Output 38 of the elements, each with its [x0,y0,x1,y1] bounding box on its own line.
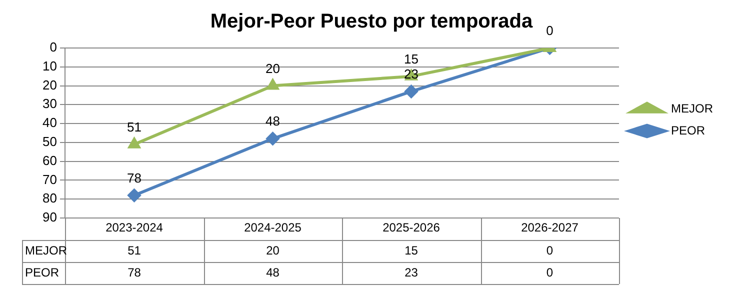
y-tick-label: 30 [42,96,57,112]
chart-title: Mejor-Peor Puesto por temporada [210,10,534,33]
annotation: 0 [546,23,554,38]
y-tick-label: 20 [42,77,57,92]
y-tick-label: 70 [42,172,57,187]
legend-label: MEJOR [671,101,714,116]
text: MEJOR [25,243,67,258]
y-tick-label: 80 [42,190,57,206]
data-label: 23 [404,265,418,280]
point [404,84,418,98]
annotation: 51 [127,119,142,134]
data-label: 0 [546,243,554,258]
y-tick-label: 0 [50,40,57,55]
data-label: 20 [266,243,280,258]
y-tick-label: 90 [42,210,57,225]
annotation: 48 [266,114,280,129]
point [128,188,141,202]
data-label: 0 [546,265,554,280]
x-tick-label: 2025-2026 [382,220,440,235]
point [266,132,280,146]
y-tick-label: 60 [42,152,57,168]
x-tick-label: 2024-2025 [244,220,302,235]
text: PEOR [25,265,60,280]
y-tick-label: 50 [42,134,57,150]
legend-label: PEOR [671,123,706,138]
data-label: 78 [128,265,142,280]
data-label: 51 [128,243,142,258]
point [266,79,279,90]
point [128,138,140,148]
annotation: 20 [266,60,280,76]
annotation: 78 [127,170,142,186]
x-tick-label: 2023-2024 [106,220,164,235]
x-tick-label: 2026-2027 [521,220,579,235]
data-label: 48 [266,265,280,280]
annotation: 15 [404,51,418,66]
data-label: 15 [404,243,418,258]
y-tick-label: 40 [42,115,57,130]
y-tick-label: 10 [42,58,57,74]
